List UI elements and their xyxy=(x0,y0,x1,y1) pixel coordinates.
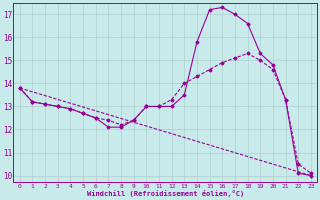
X-axis label: Windchill (Refroidissement éolien,°C): Windchill (Refroidissement éolien,°C) xyxy=(87,190,244,197)
